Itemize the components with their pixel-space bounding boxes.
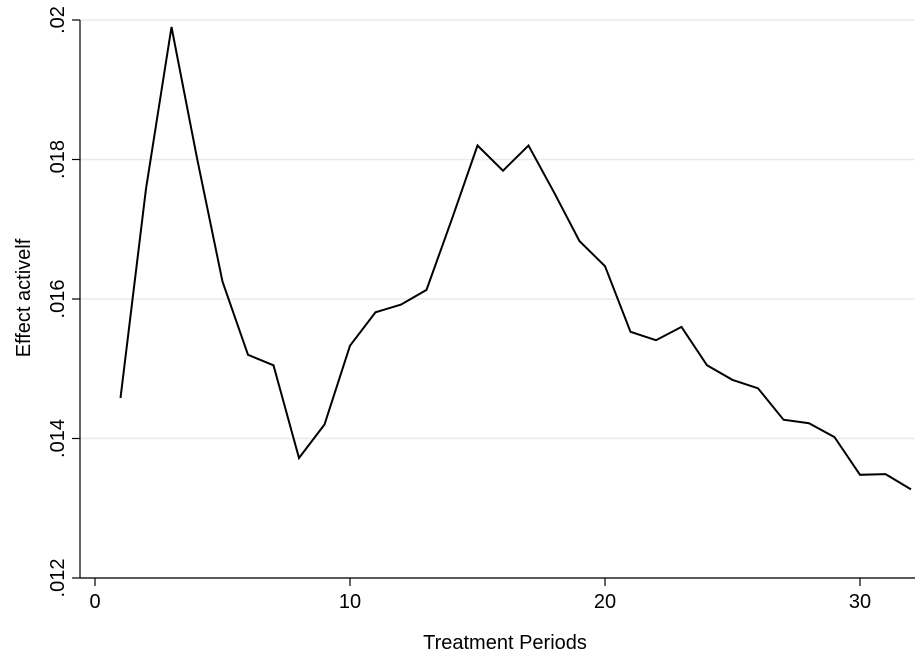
x-tick-label: 20: [594, 591, 616, 613]
x-tick-label: 0: [89, 591, 100, 613]
y-tick-label: .02: [47, 6, 69, 34]
y-tick-label: .014: [47, 419, 69, 458]
y-axis-title: Effect activelf: [13, 238, 35, 357]
y-gridlines: [80, 19, 915, 579]
series-line: [119, 26, 912, 491]
x-tick-label: 10: [339, 591, 361, 613]
x-axis-title: Treatment Periods: [423, 632, 587, 654]
series-lines: [119, 26, 912, 491]
x-tick-label: 30: [849, 591, 871, 613]
y-tick-label: .016: [47, 280, 69, 319]
y-tick-label: .012: [47, 559, 69, 598]
y-tick-label: .018: [47, 140, 69, 179]
axes: [72, 19, 915, 586]
tick-labels: .012 .014 .016 .018 .02 0 10 20 30: [47, 6, 871, 613]
